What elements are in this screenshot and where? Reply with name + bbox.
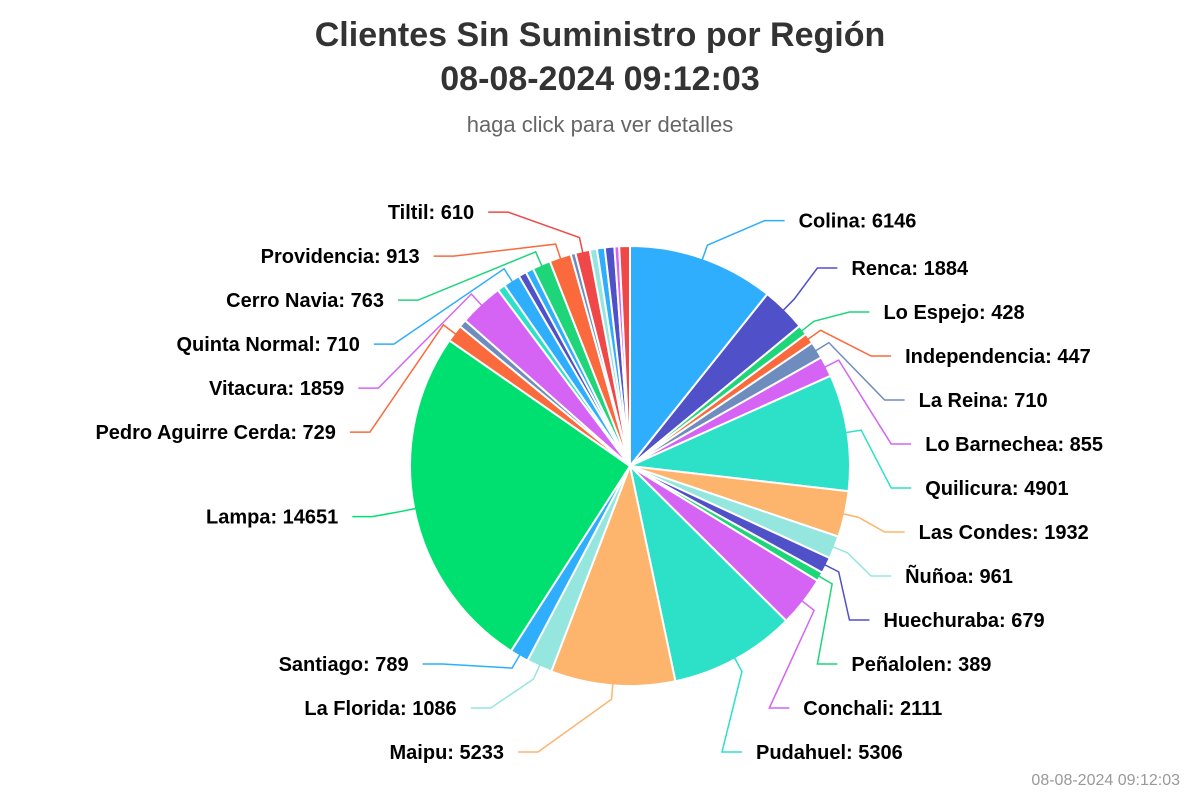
connector-colina [700,219,785,265]
data-label-quinta-normal[interactable]: Quinta Normal: 710 [176,334,359,356]
data-label-conchali[interactable]: Conchali: 2111 [803,698,942,720]
connector-lampa [352,506,421,518]
data-label-huechuraba[interactable]: Huechuraba: 679 [883,610,1044,632]
data-label-quilicura[interactable]: Quilicura: 4901 [925,478,1068,500]
data-label-tiltil[interactable]: Tiltil: 610 [388,202,474,224]
connector-conchali [768,597,816,709]
data-label-pudahuel[interactable]: Pudahuel: 5306 [756,742,903,764]
connector-providencia [433,243,563,264]
chart-title-timestamp: 08-08-2024 09:12:03 [440,60,760,98]
data-label-independencia[interactable]: Independencia: 447 [905,346,1091,368]
data-label-cerro-navia[interactable]: Cerro Navia: 763 [226,290,384,312]
connector-nunoa [828,544,892,577]
data-label-nunoa[interactable]: Ñuñoa: 961 [905,565,1013,588]
connector-independencia [803,329,892,357]
connector-la-florida [470,660,543,709]
connector-lo-espejo [797,311,870,335]
data-label-lampa[interactable]: Lampa: 14651 [206,507,338,529]
connector-cerro-navia [398,250,545,301]
data-label-las-condes[interactable]: Las Condes: 1932 [919,522,1089,544]
data-label-la-florida[interactable]: La Florida: 1086 [304,698,456,720]
data-label-maipu[interactable]: Maipu: 5233 [390,742,504,764]
pie-slice-unlabeled-32[interactable] [618,245,631,467]
chart-subtitle: haga click para ver detalles [466,112,734,137]
connector-lo-barnechea [820,359,912,445]
data-label-santiago[interactable]: Santiago: 789 [279,654,409,676]
connector-santiago [422,650,523,669]
footer-timestamp: 08-08-2024 09:12:03 [1031,772,1180,789]
data-label-renca[interactable]: Renca: 1884 [851,258,969,280]
data-label-providencia[interactable]: Providencia: 913 [261,246,420,268]
data-label-lo-espejo[interactable]: Lo Espejo: 428 [883,302,1024,324]
connector-penalolen [814,573,838,665]
data-label-pedro-aguirre-cerda[interactable]: Pedro Aguirre Cerda: 729 [95,422,335,444]
connector-renca [779,267,838,314]
data-label-lo-barnechea[interactable]: Lo Barnechea: 855 [925,434,1103,456]
data-label-la-reina[interactable]: La Reina: 710 [919,390,1048,412]
connector-las-condes [838,512,905,533]
data-label-penalolen[interactable]: Peñalolen: 389 [851,654,991,676]
data-label-colina[interactable]: Colina: 6146 [799,211,917,233]
connector-vitacura [358,292,486,389]
chart-title: Clientes Sin Suministro por Región [314,16,886,54]
connector-huechuraba [820,562,870,621]
connector-maipu [518,679,614,753]
connector-tiltil [488,211,585,258]
connector-quilicura [841,429,912,489]
connector-pudahuel [721,653,743,753]
connector-la-reina [811,341,905,401]
connector-pedro-aguirre-cerda [349,323,460,433]
data-label-vitacura[interactable]: Vitacura: 1859 [209,378,344,400]
connector-quinta-normal [373,267,516,345]
